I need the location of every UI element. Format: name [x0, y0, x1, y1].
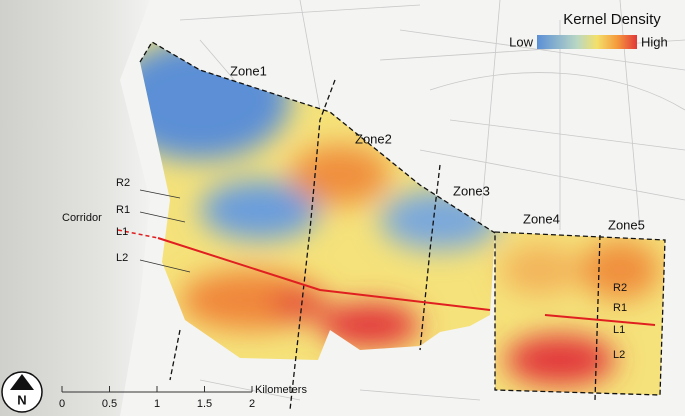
corridor-line: [157, 237, 656, 326]
zone-label: Zone3: [453, 183, 490, 198]
zone-label: Zone2: [355, 131, 392, 146]
north-arrow: [1, 371, 43, 413]
corridor-buffers: [139, 189, 191, 273]
scale-label: 2: [249, 398, 255, 410]
terrain: [0, 0, 150, 416]
buffer-label: L1: [116, 226, 128, 238]
north-label: N: [17, 392, 26, 407]
buffer-label: R2: [613, 282, 627, 294]
scale-unit: Kilometers: [255, 384, 307, 396]
zone-label: Zone1: [230, 63, 267, 78]
north-arrow-head: [10, 374, 34, 390]
legend-title: Kernel Density: [563, 11, 661, 28]
zone-boundaries: [139, 41, 666, 411]
corridor-label: Corridor: [62, 212, 102, 224]
buffer-label: L1: [613, 324, 625, 336]
buffer-label: R1: [116, 204, 130, 216]
roads: [179, 0, 685, 401]
legend-high: High: [641, 34, 668, 49]
zone-label: Zone4: [523, 211, 560, 226]
buffer-label: L2: [613, 349, 625, 361]
scale-label: 0: [59, 398, 65, 410]
zone-label: Zone5: [608, 217, 645, 232]
scale-bar: 0 0.5 1 1.5 2: [59, 386, 255, 410]
buffer-label: R1: [613, 302, 627, 314]
legend-ramp: [537, 35, 637, 49]
scale-label: 1: [154, 398, 160, 410]
scale-label: 1.5: [197, 398, 212, 410]
buffer-label: L2: [116, 252, 128, 264]
scale-label: 0.5: [102, 398, 117, 410]
buffer-label: R2: [116, 177, 130, 189]
legend-low: Low: [509, 34, 533, 49]
